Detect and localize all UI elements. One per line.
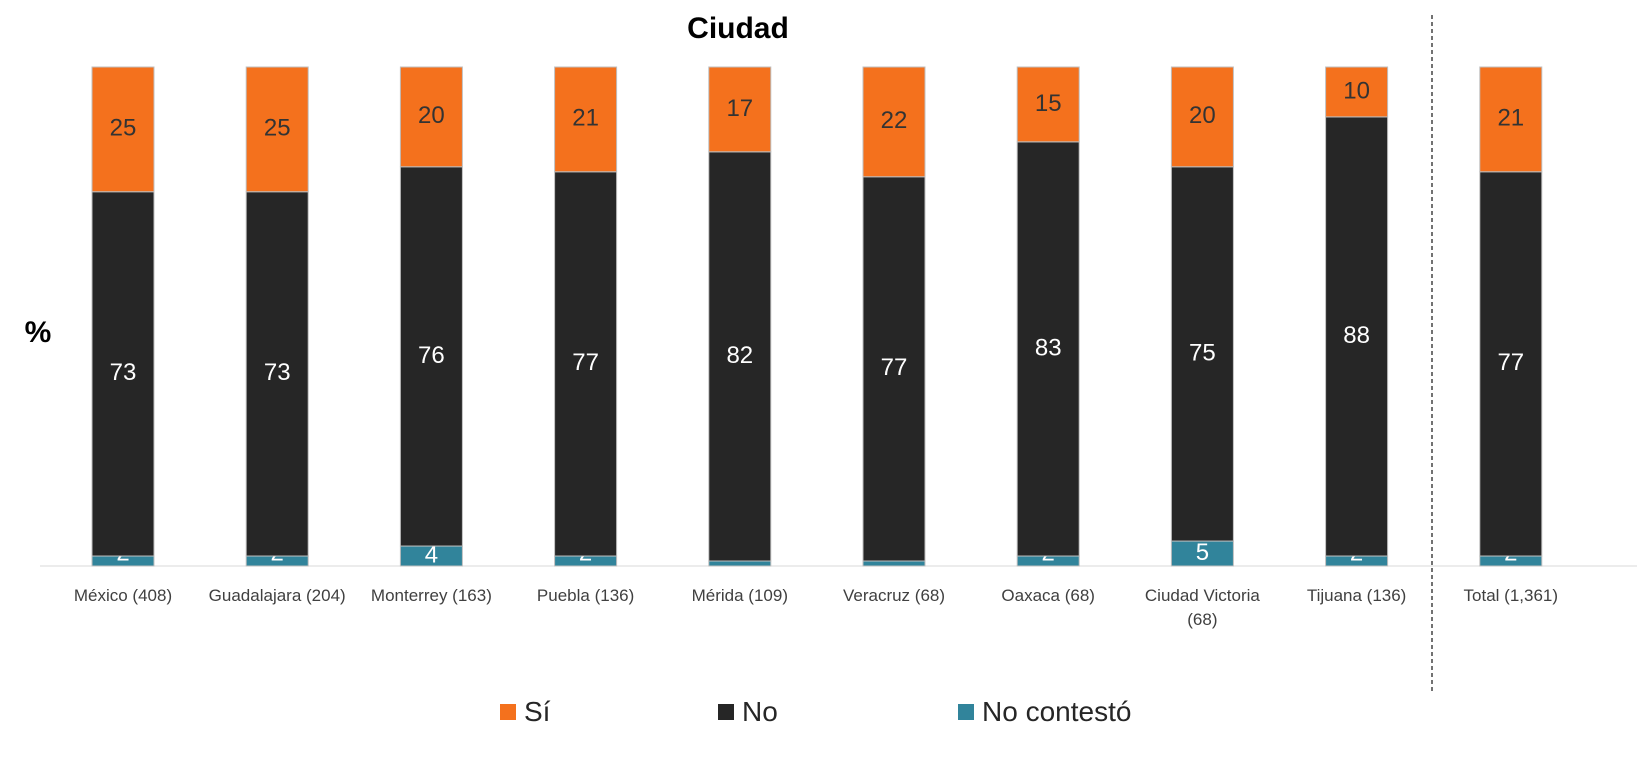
legend-item: No contestó xyxy=(958,696,1131,728)
data-label: 83 xyxy=(1035,334,1062,361)
data-label: 22 xyxy=(881,107,908,134)
bar-segment xyxy=(554,66,618,173)
legend-item: Sí xyxy=(500,696,550,728)
data-label: 10 xyxy=(1343,77,1370,104)
bar-segment xyxy=(1016,66,1080,143)
bar-segment xyxy=(1479,66,1543,173)
chart-title: Ciudad xyxy=(687,12,789,45)
x-tick-label: Monterrey (163) xyxy=(370,586,492,605)
data-label: 20 xyxy=(1189,102,1216,129)
bar-segment xyxy=(708,66,772,153)
data-label: 17 xyxy=(726,95,753,122)
bar-segment xyxy=(1170,166,1234,542)
legend-label: No contestó xyxy=(982,696,1132,727)
x-tick-label: Guadalajara (204) xyxy=(208,586,346,605)
bar-segment xyxy=(91,66,155,193)
bar-segment xyxy=(399,166,463,547)
data-label: 75 xyxy=(1189,339,1216,366)
data-label: 4 xyxy=(425,541,438,568)
y-axis-label: % xyxy=(25,316,52,349)
bar-segment xyxy=(399,66,463,168)
bar-segment xyxy=(554,171,618,557)
data-label: 21 xyxy=(572,105,599,132)
legend-label: No xyxy=(742,696,778,727)
x-tick-label: Oaxaca (68) xyxy=(1001,586,1095,605)
data-label: 82 xyxy=(726,342,753,369)
data-label: 73 xyxy=(264,359,291,386)
bar-segment xyxy=(245,66,309,193)
data-label: 88 xyxy=(1343,322,1370,349)
x-tick-label: Total (1,361) xyxy=(1463,586,1559,605)
legend-swatch xyxy=(718,704,734,720)
x-tick-label: Puebla (136) xyxy=(536,586,635,605)
x-tick-label: Veracruz (68) xyxy=(842,586,946,605)
bar-segment xyxy=(245,191,309,557)
data-label: 25 xyxy=(264,115,291,142)
bar-segment xyxy=(1325,116,1389,557)
bar-segment xyxy=(91,191,155,557)
bar-segment xyxy=(1325,66,1389,118)
data-label: 77 xyxy=(881,354,908,381)
legend-label: Sí xyxy=(524,696,551,727)
legend-item: No xyxy=(718,696,778,728)
x-tick-label: Mérida (109) xyxy=(691,586,788,605)
x-tick-label: México (408) xyxy=(73,586,173,605)
data-label: 21 xyxy=(1497,105,1524,132)
bar-segment xyxy=(708,151,772,562)
x-tick-label: Tijuana (136) xyxy=(1306,586,1407,605)
data-label: 25 xyxy=(110,115,137,142)
data-label: 15 xyxy=(1035,90,1062,117)
bar-segment xyxy=(1170,540,1234,567)
data-label: 20 xyxy=(418,102,445,129)
bar-segment xyxy=(1016,141,1080,557)
legend-swatch xyxy=(500,704,516,720)
data-label: 73 xyxy=(110,359,137,386)
x-tick-label: Ciudad Victoria (68) xyxy=(1144,586,1260,629)
bar-segment xyxy=(862,66,926,178)
data-label: 76 xyxy=(418,342,445,369)
bar-segment xyxy=(1170,66,1234,168)
data-label: 5 xyxy=(1196,539,1209,566)
data-label: 77 xyxy=(1497,349,1524,376)
data-label: 77 xyxy=(572,349,599,376)
legend-swatch xyxy=(958,704,974,720)
